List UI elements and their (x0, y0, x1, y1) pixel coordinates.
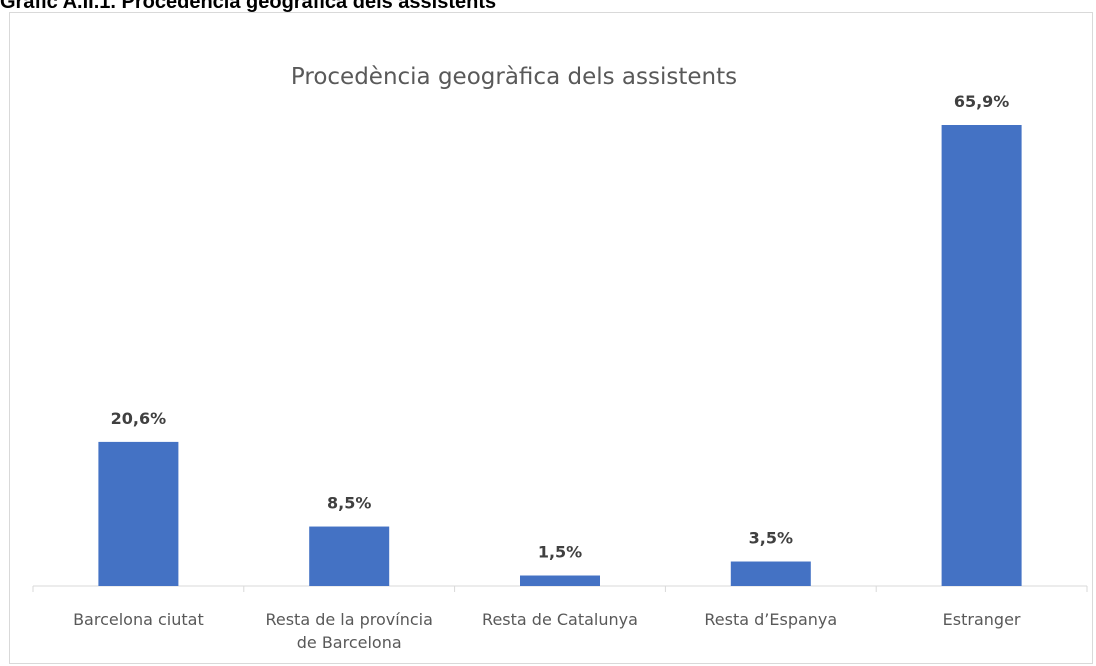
data-label: 1,5% (538, 543, 582, 562)
data-label: 65,9% (954, 92, 1010, 111)
data-label: 20,6% (111, 409, 167, 428)
bar (520, 575, 600, 586)
bar (309, 526, 390, 586)
figure-caption: Gràfic A.II.1. Procedència geogràfica de… (0, 0, 497, 13)
category-label: Resta de Catalunya (482, 610, 638, 629)
category-label: Resta de la província de Barcelona (265, 610, 432, 652)
bars-group: 20,6% Barcelona ciutat 8,5% Resta de la pro… (32, 92, 1088, 652)
bar (98, 441, 179, 586)
data-label: 8,5% (327, 494, 371, 513)
chart-title: Procedència geogràfica dels assistents (291, 64, 737, 90)
category-label: Resta d’Espanya (704, 610, 837, 629)
chart-frame (9, 12, 1093, 664)
bar (941, 125, 1022, 586)
category-label: Estranger (943, 610, 1021, 629)
data-label: 3,5% (749, 529, 793, 548)
category-label: Barcelona ciutat (73, 610, 204, 629)
bar (730, 561, 811, 586)
